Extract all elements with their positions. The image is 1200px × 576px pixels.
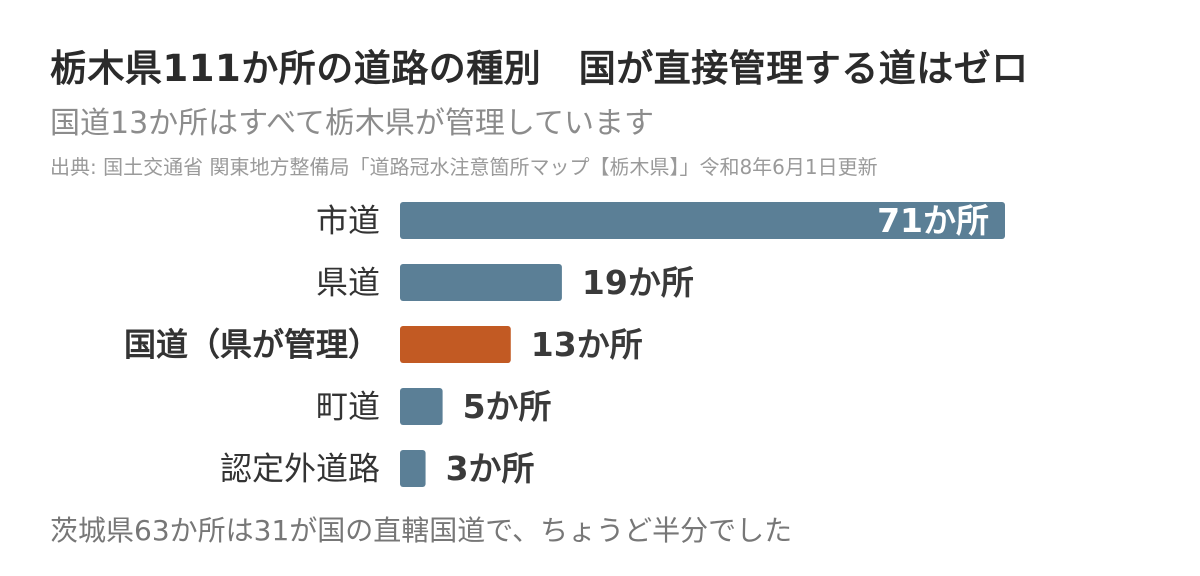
bar [400,264,562,301]
bar [400,388,443,425]
category-label: 町道 [316,388,380,426]
chart-footnote: 茨城県63か所は31が国の直轄国道で、ちょうど半分でした [50,514,793,547]
category-label: 認定外道路 [220,450,380,488]
bar [400,202,1005,239]
category-label: 市道 [316,202,380,240]
chart-subtitle: 国道13か所はすべて栃木県が管理しています [50,106,654,141]
value-label: 13か所 [531,325,643,364]
category-label: 県道 [316,264,380,302]
chart-title: 栃木県111か所の道路の種別 国が直接管理する道はゼロ [50,47,1029,90]
value-label: 3か所 [446,449,535,488]
value-label: 71か所 [877,201,989,240]
value-label: 19か所 [582,263,694,302]
value-label: 5か所 [463,387,552,426]
category-label: 国道（県が管理） [124,326,380,364]
bar [400,326,511,363]
source-note: 出典: 国土交通省 関東地方整備局「道路冠水注意箇所マップ【栃木県】」令和8年6… [50,155,878,179]
bar [400,450,426,487]
